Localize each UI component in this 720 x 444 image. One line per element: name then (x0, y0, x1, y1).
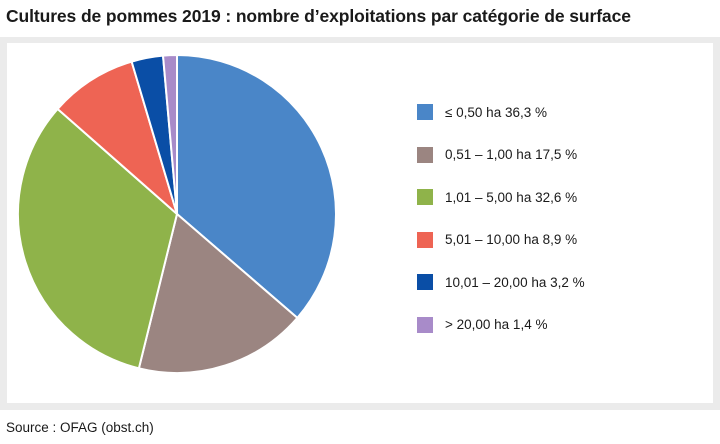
legend-label: > 20,00 ha 1,4 % (445, 317, 548, 333)
legend-swatch (417, 316, 433, 333)
legend: ≤ 0,50 ha 36,3 % 0,51 – 1,00 ha 17,5 % 1,0… (417, 103, 585, 359)
pie-slice-6 (162, 54, 178, 215)
legend-label: 10,01 – 20,00 ha 3,2 % (445, 274, 585, 290)
legend-item-5: 10,01 – 20,00 ha 3,2 % (417, 273, 585, 291)
pie-slice-3 (17, 107, 178, 370)
legend-item-2: 0,51 – 1,00 ha 17,5 % (417, 146, 585, 164)
pie-chart (17, 54, 337, 374)
source-note: Source : OFAG (obst.ch) (6, 420, 154, 435)
legend-swatch (417, 104, 433, 120)
legend-label: 5,01 – 10,00 ha 8,9 % (445, 232, 578, 248)
legend-swatch (417, 274, 433, 291)
chart-title: Cultures de pommes 2019 : nombre d’explo… (6, 6, 631, 26)
legend-label: ≤ 0,50 ha 36,3 % (445, 104, 547, 120)
legend-item-3: 1,01 – 5,00 ha 32,6 % (417, 188, 585, 206)
legend-swatch (417, 231, 433, 248)
pie-slice-4 (56, 60, 178, 215)
plot-area: ≤ 0,50 ha 36,3 % 0,51 – 1,00 ha 17,5 % 1,0… (7, 43, 713, 403)
pie-slice-2 (137, 213, 299, 374)
pie-slice-1 (176, 54, 337, 319)
chart-panel: ≤ 0,50 ha 36,3 % 0,51 – 1,00 ha 17,5 % 1,0… (0, 37, 720, 410)
legend-label: 1,01 – 5,00 ha 32,6 % (445, 189, 578, 205)
legend-swatch (417, 146, 433, 163)
legend-item-1: ≤ 0,50 ha 36,3 % (417, 103, 585, 121)
legend-label: 0,51 – 1,00 ha 17,5 % (445, 147, 578, 163)
legend-swatch (417, 189, 433, 206)
legend-item-4: 5,01 – 10,00 ha 8,9 % (417, 231, 585, 249)
legend-item-6: > 20,00 ha 1,4 % (417, 316, 585, 334)
